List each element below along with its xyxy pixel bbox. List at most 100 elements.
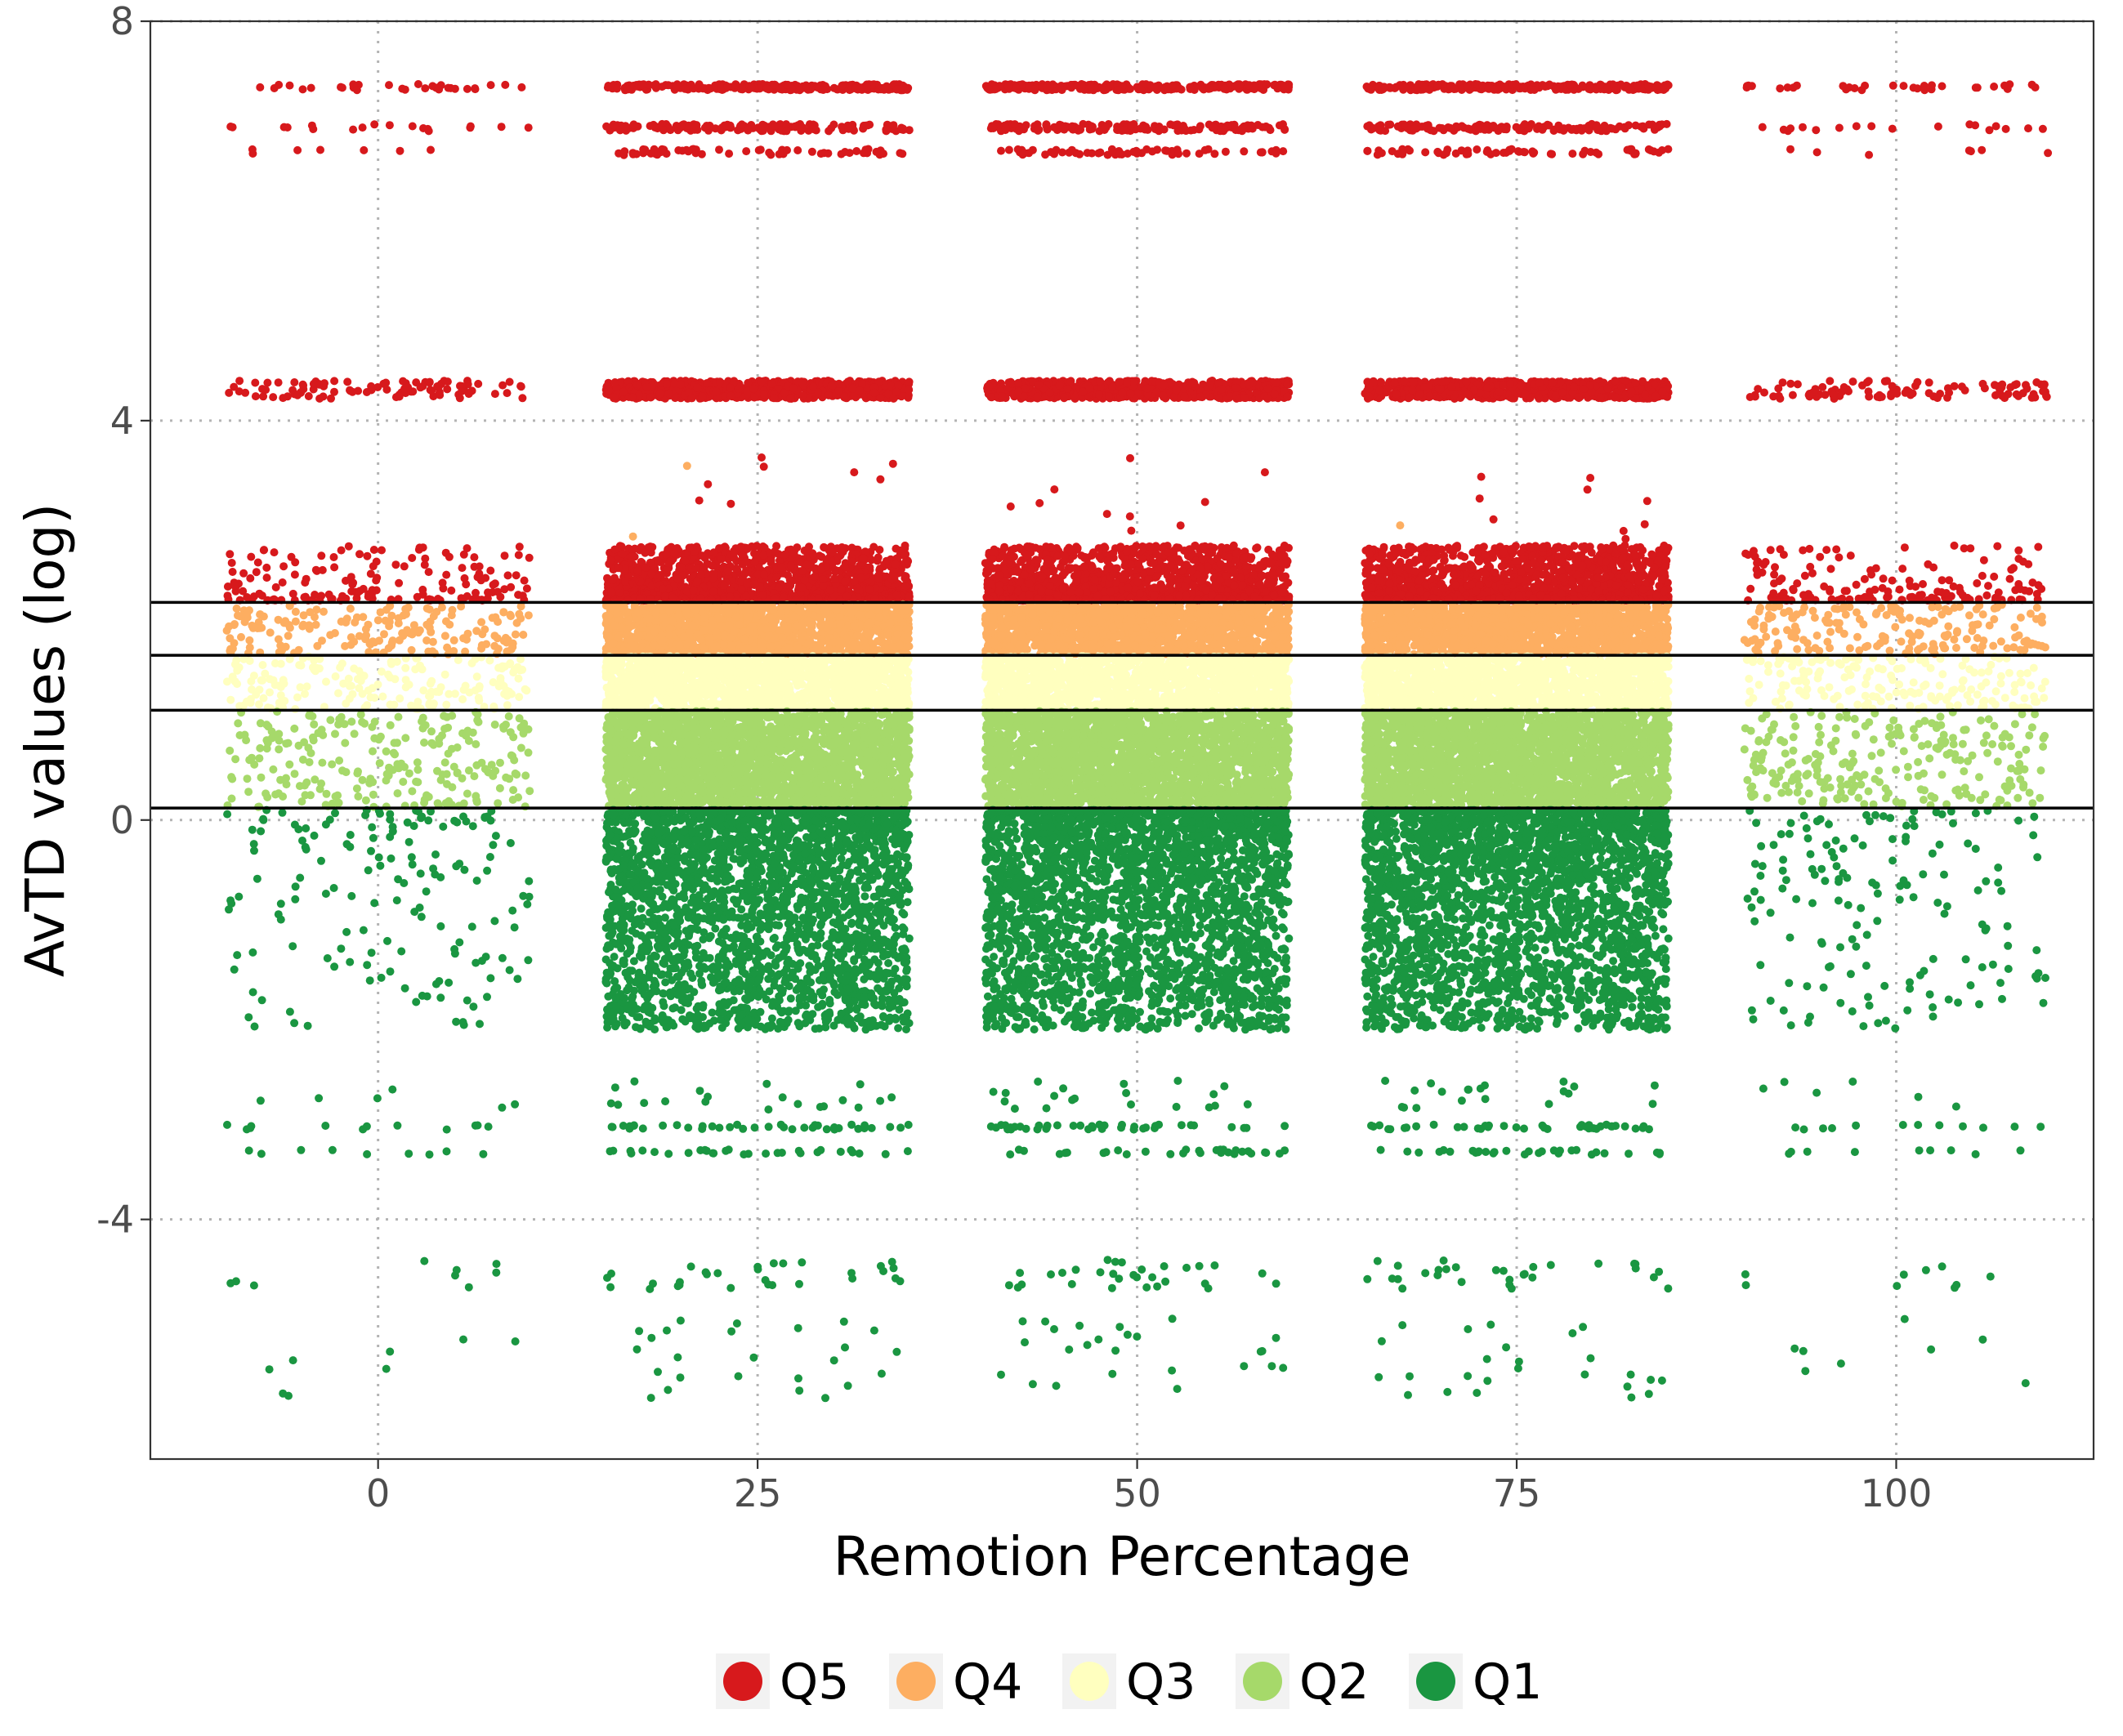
data-point-q5: [741, 557, 750, 566]
data-point-q5: [382, 378, 391, 387]
data-point-q2: [305, 758, 314, 766]
data-point-q5: [840, 393, 849, 402]
data-point-q2: [227, 794, 236, 803]
data-point-q5: [228, 568, 237, 576]
data-point-q4: [449, 636, 458, 645]
data-point-q5: [791, 123, 800, 132]
data-point-q1: [365, 976, 374, 985]
data-point-q3: [261, 669, 270, 678]
data-point-q2: [382, 747, 391, 756]
data-point-q5: [300, 593, 309, 602]
data-point-q5: [610, 545, 619, 554]
data-point-q5: [257, 591, 266, 600]
data-point-q1: [330, 962, 339, 971]
data-point-q2: [290, 770, 299, 779]
data-point-q4: [225, 622, 234, 631]
data-point-q5: [503, 571, 512, 580]
data-point-q3: [358, 689, 367, 698]
data-point-q5: [673, 574, 682, 583]
data-point-q5: [716, 377, 724, 386]
data-point-q1: [233, 951, 242, 960]
data-point-q5: [729, 548, 738, 557]
data-point-q2: [496, 758, 504, 767]
data-point-q3: [344, 674, 353, 683]
data-point-q3: [346, 681, 355, 690]
data-point-q5: [483, 594, 492, 603]
data-point-q3: [503, 701, 512, 710]
data-point-q1: [265, 1365, 274, 1374]
data-point-q2: [487, 761, 496, 770]
data-point-q1: [393, 1121, 402, 1130]
data-point-q4: [682, 462, 691, 471]
data-point-q2: [448, 783, 457, 792]
data-point-q2: [413, 778, 422, 787]
data-point-q1: [453, 818, 462, 827]
data-point-q1: [310, 831, 319, 840]
data-point-q5: [466, 122, 475, 131]
data-point-q2: [326, 716, 335, 725]
data-point-q3: [334, 689, 342, 698]
data-point-q4: [346, 605, 355, 613]
data-point-q5: [875, 565, 884, 573]
data-point-q5: [262, 573, 271, 582]
data-point-q5: [434, 84, 443, 93]
data-point-q5: [810, 572, 819, 581]
data-point-q1: [323, 954, 332, 962]
data-point-q2: [285, 760, 294, 769]
data-point-q5: [889, 571, 898, 580]
data-point-q4: [428, 637, 437, 646]
data-point-q1: [367, 948, 376, 957]
data-point-q2: [331, 730, 339, 739]
data-point-q5: [758, 127, 766, 136]
data-point-q1: [362, 1122, 371, 1131]
data-point-q4: [482, 640, 491, 649]
data-point-q2: [429, 740, 438, 749]
data-point-q1: [248, 825, 257, 834]
data-point-q2: [228, 774, 237, 783]
data-point-q4: [506, 610, 515, 619]
data-point-q5: [771, 122, 780, 131]
data-point-q5: [613, 84, 621, 93]
data-point-q1: [422, 992, 431, 1001]
data-point-q5: [630, 544, 639, 553]
data-point-q5: [262, 563, 271, 572]
data-point-q5: [754, 145, 763, 154]
data-point-q2: [394, 712, 403, 721]
data-point-q5: [263, 378, 272, 387]
data-point-q5: [227, 559, 236, 567]
data-point-q5: [497, 123, 506, 132]
data-point-q5: [319, 392, 328, 401]
data-point-q4: [257, 623, 266, 632]
data-point-q1: [376, 861, 385, 870]
data-point-q5: [400, 562, 409, 571]
data-point-q5: [848, 557, 856, 566]
data-point-q4: [240, 618, 249, 627]
data-point-q4: [422, 636, 431, 645]
data-point-q5: [874, 574, 883, 583]
data-point-q5: [444, 83, 453, 92]
data-point-q5: [253, 558, 262, 567]
data-point-q3: [514, 674, 523, 683]
data-point-q5: [498, 381, 507, 390]
data-point-q5: [463, 84, 472, 93]
data-point-q5: [346, 386, 354, 395]
data-point-q1: [290, 1019, 299, 1028]
data-point-q3: [518, 665, 527, 674]
data-point-q2: [311, 775, 320, 784]
data-point-q3: [373, 680, 382, 689]
data-point-q5: [798, 377, 807, 386]
data-point-q2: [356, 710, 365, 719]
data-point-q1: [386, 967, 395, 976]
data-point-q2: [463, 789, 472, 798]
data-point-q3: [337, 659, 346, 668]
data-point-q1: [288, 942, 297, 951]
data-point-q5: [762, 84, 771, 93]
data-point-q3: [474, 694, 483, 703]
data-point-q4: [472, 627, 481, 636]
data-point-q2: [243, 774, 252, 783]
data-point-q5: [369, 562, 378, 571]
data-point-q5: [363, 551, 372, 560]
data-point-q3: [302, 682, 311, 691]
data-point-q2: [463, 726, 472, 735]
data-point-q2: [391, 750, 400, 759]
